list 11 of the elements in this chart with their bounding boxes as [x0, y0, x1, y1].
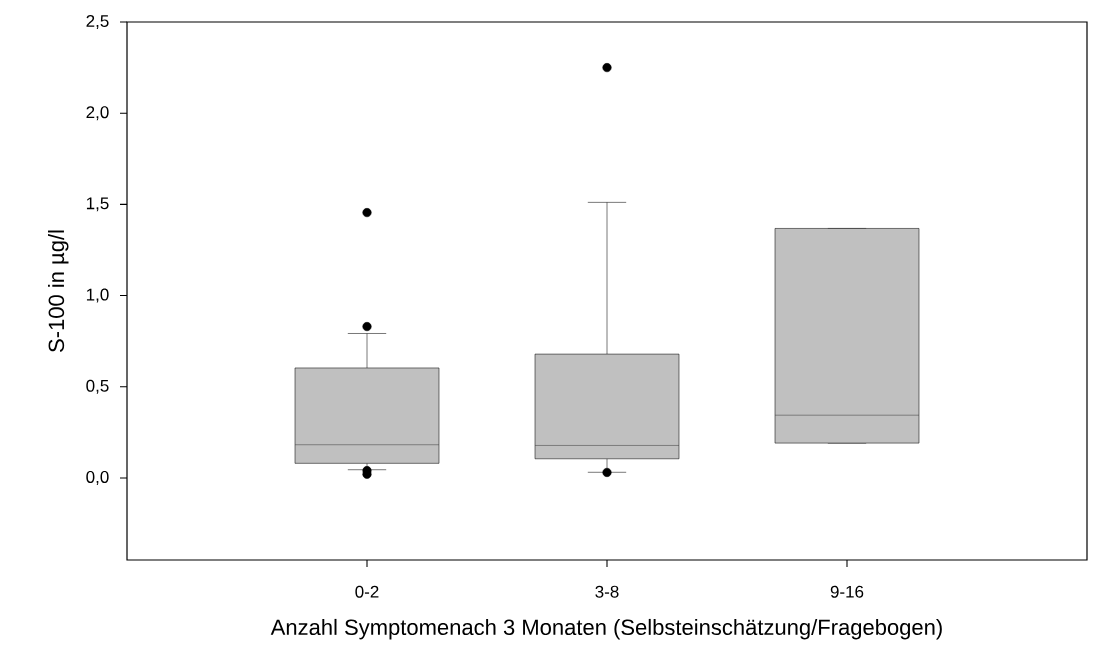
x-tick-label: 0-2 [355, 585, 379, 598]
y-tick-label: 1,5 [86, 197, 109, 212]
y-tick-label: 1,0 [86, 288, 109, 303]
x-axis-title: Anzahl Symptomenach 3 Monaten (Selbsteinschätzung/Fragebogen) [270, 618, 942, 640]
y-tick-label: 2,5 [86, 14, 109, 30]
y-axis-title: S-100 in µg/l [48, 230, 69, 352]
y-tick-label: 0,5 [86, 379, 109, 394]
y-tick-label: 2,0 [86, 106, 109, 121]
x-tick-label: 3-8 [595, 585, 619, 598]
y-tick-label: 0,0 [86, 470, 109, 485]
x-tick-label: 9-16 [830, 585, 864, 598]
